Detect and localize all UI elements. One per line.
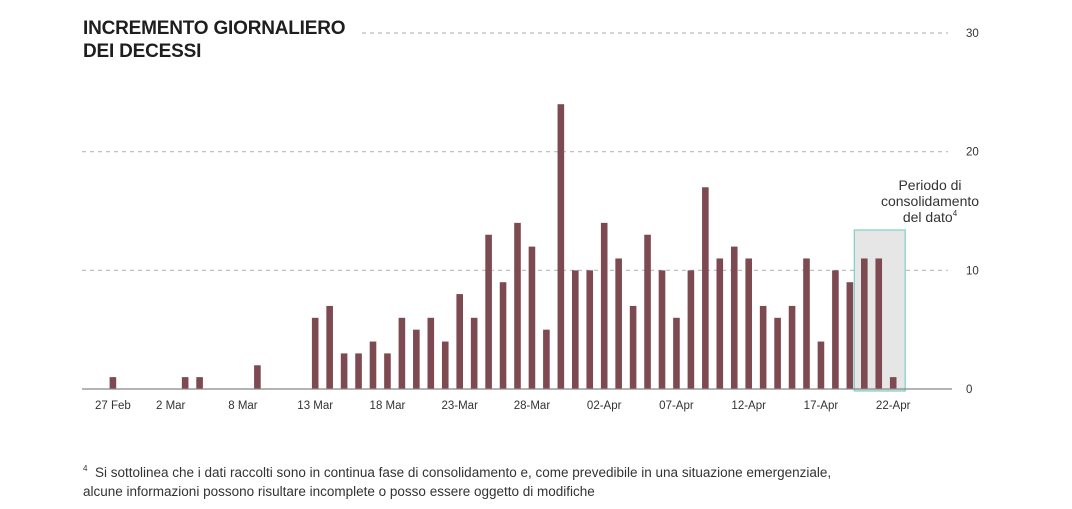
bar-day-18 — [340, 353, 348, 389]
bar-day-48 — [774, 317, 781, 389]
footnote: 4 Si sottolinea che i dati raccolti sono… — [83, 459, 831, 501]
x-tick-label-5: 23-Mar — [441, 400, 478, 412]
footnote-line-2: alcune informazioni possono risultare in… — [83, 484, 595, 499]
chart-title-line2: DEI DECESSI — [83, 41, 202, 62]
bar-day-26 — [456, 294, 463, 389]
y-tick-label-30: 30 — [966, 28, 979, 40]
x-tick-label-4: 18 Mar — [370, 400, 406, 412]
bar-day-55 — [875, 258, 883, 389]
bar-day-49 — [788, 305, 796, 389]
bar-day-41 — [673, 317, 680, 389]
bar-day-45 — [730, 246, 738, 389]
chart-title: INCREMENTO GIORNALIERO DEI DECESSI — [83, 17, 346, 63]
bar-day-33 — [557, 104, 565, 389]
bar-day-17 — [326, 305, 333, 389]
bar-day-37 — [615, 258, 622, 389]
bar-day-36 — [600, 222, 608, 389]
bar-day-44 — [716, 258, 724, 389]
bar-day-7 — [181, 377, 189, 389]
footnote-text-1: Si sottolinea che i dati raccolti sono i… — [94, 465, 832, 480]
bar-day-29 — [499, 282, 507, 389]
bar-day-20 — [369, 341, 377, 389]
bar-day-43 — [702, 187, 709, 389]
bar-day-35 — [586, 270, 594, 389]
bar-day-25 — [441, 341, 449, 389]
bar-day-50 — [803, 258, 810, 389]
bar-day-27 — [470, 317, 478, 389]
bar-day-47 — [759, 305, 767, 389]
x-tick-label-6: 28-Mar — [514, 400, 551, 412]
bar-day-46 — [745, 258, 752, 389]
chart-title-line1: INCREMENTO GIORNALIERO — [83, 18, 346, 39]
bar-day-21 — [384, 353, 391, 389]
bar-day-54 — [861, 258, 868, 389]
y-tick-label-10: 10 — [966, 265, 979, 277]
y-tick-label-20: 20 — [966, 147, 979, 159]
bar-day-2 — [109, 377, 117, 389]
x-tick-label-3: 13 Mar — [297, 400, 333, 412]
x-tick-label-7: 02-Apr — [587, 400, 622, 412]
bar-day-32 — [543, 329, 550, 389]
bar-day-56 — [889, 377, 897, 389]
footnote-marker: 4 — [83, 464, 88, 473]
bar-day-30 — [514, 222, 521, 389]
bar-day-22 — [398, 317, 406, 389]
bar-day-34 — [572, 270, 579, 389]
bar-day-51 — [817, 341, 825, 389]
bar-day-28 — [485, 234, 492, 389]
x-tick-label-10: 17-Apr — [804, 400, 839, 412]
bar-day-39 — [644, 234, 651, 389]
footnote-line-1: 4 Si sottolinea che i dati raccolti sono… — [83, 459, 831, 482]
bar-day-52 — [832, 270, 839, 389]
annotation-marker: 4 — [953, 209, 958, 218]
x-tick-label-2: 8 Mar — [228, 400, 258, 412]
y-tick-label-0: 0 — [966, 384, 972, 396]
annotation-line-2: consolidamento — [881, 193, 979, 209]
bar-day-53 — [846, 282, 854, 389]
bar-day-12 — [254, 365, 261, 389]
bar-day-40 — [658, 270, 666, 389]
bar-day-31 — [528, 246, 536, 389]
bar-day-16 — [311, 317, 319, 389]
x-tick-label-8: 07-Apr — [659, 400, 694, 412]
bar-day-19 — [355, 353, 362, 389]
x-tick-label-11: 22-Apr — [876, 400, 911, 412]
annotation-line-1: Periodo di — [898, 177, 961, 193]
bar-day-42 — [687, 270, 695, 389]
x-tick-label-0: 27 Feb — [95, 400, 131, 412]
bar-day-23 — [413, 329, 420, 389]
bars-layer — [109, 104, 897, 389]
annotation-line-3: del dato4 — [903, 209, 958, 225]
bar-day-24 — [427, 317, 435, 389]
bar-day-8 — [196, 377, 203, 389]
x-tick-label-1: 2 Mar — [156, 400, 186, 412]
bar-day-38 — [629, 305, 637, 389]
x-tick-label-9: 12-Apr — [731, 400, 766, 412]
